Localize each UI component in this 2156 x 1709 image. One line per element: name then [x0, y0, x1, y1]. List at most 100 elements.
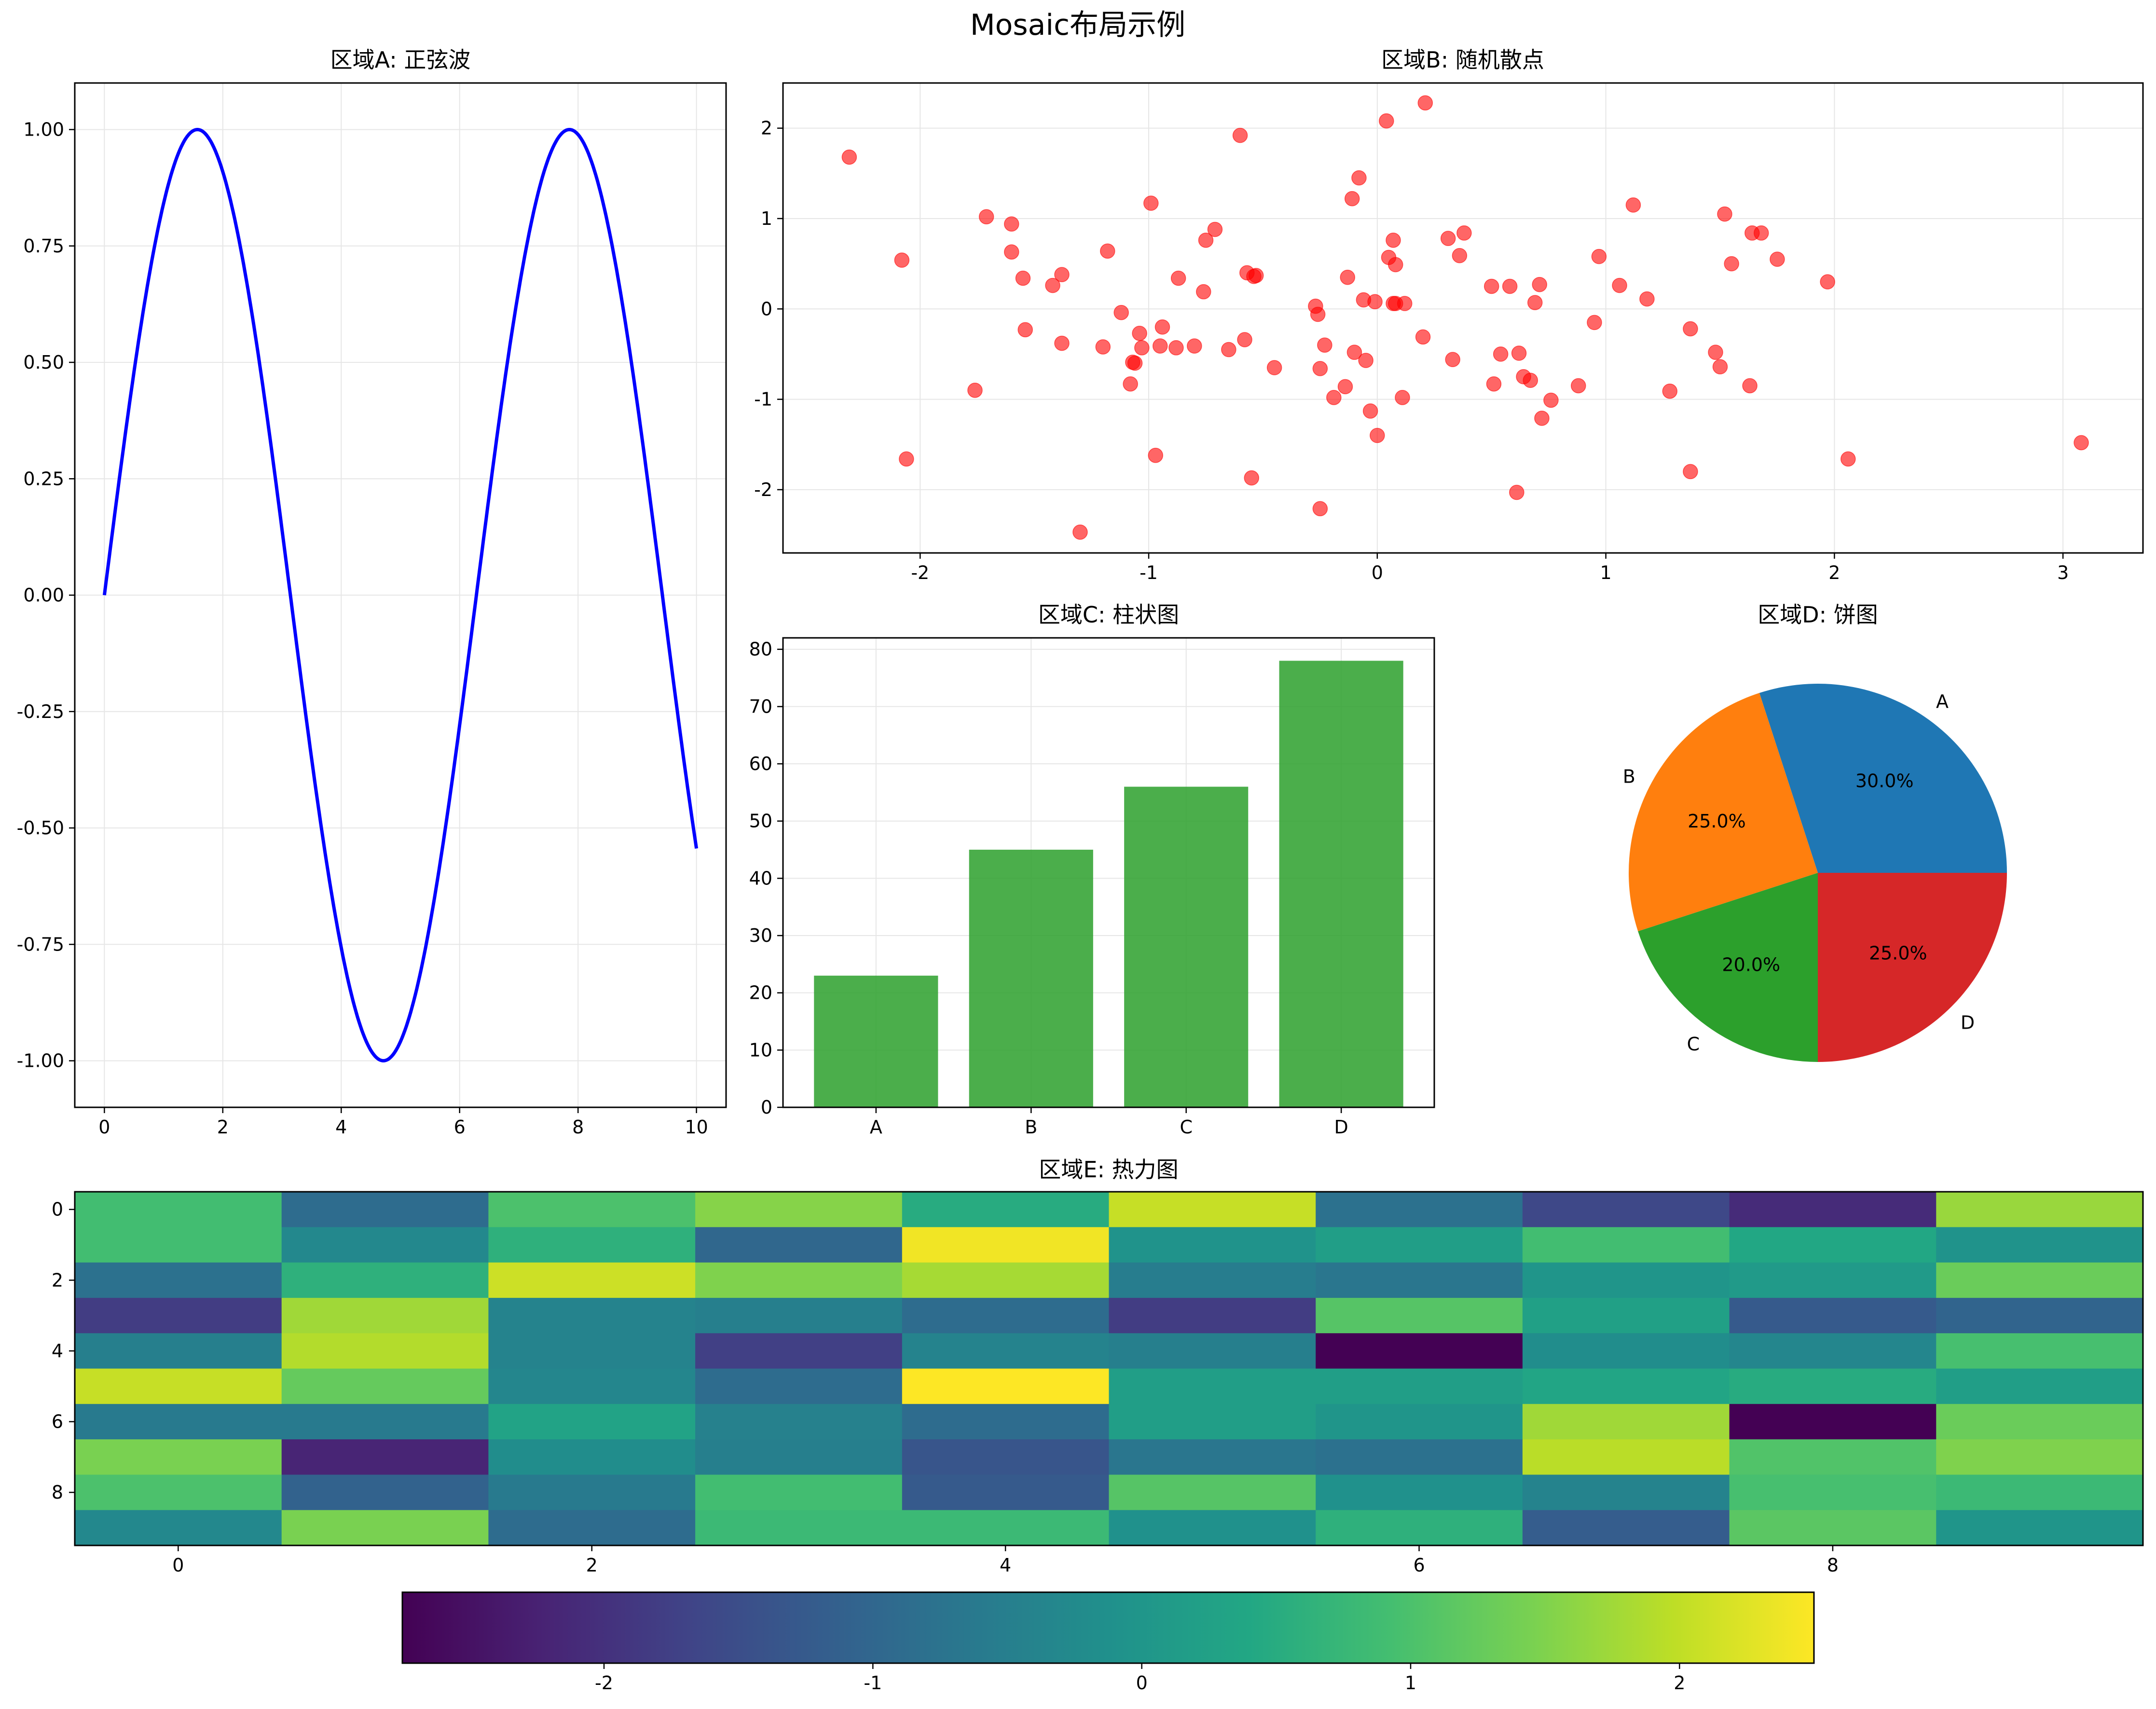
scatter-point [1054, 335, 1070, 351]
scatter-point [1639, 291, 1655, 307]
heatmap-cell [902, 1510, 1109, 1546]
scatter-point [1683, 321, 1698, 337]
heatmap-cell [1522, 1439, 1730, 1475]
heatmap-cell [1316, 1510, 1523, 1546]
panel-e-xtick-label: 6 [1413, 1555, 1425, 1576]
heatmap-cell [902, 1227, 1109, 1263]
panel-a-xtick-label: 2 [217, 1116, 229, 1138]
heatmap-cell [75, 1262, 282, 1298]
panel-b-xtick-label: 0 [1372, 562, 1383, 583]
scatter-point [1770, 251, 1785, 267]
heatmap-cell [1936, 1227, 2143, 1263]
heatmap-cell [281, 1439, 489, 1475]
panel-a-ytick-label: 0.00 [23, 585, 64, 606]
scatter-point [967, 383, 983, 398]
panel-e-heatmap: 区域E: 热力图 0 2 4 6 8 0 2 4 6 8 [52, 1157, 2144, 1576]
scatter-point [1370, 427, 1385, 443]
scatter-point [1820, 274, 1835, 289]
panel-c-axes-frame [782, 637, 1435, 1108]
scatter-point [1591, 248, 1607, 264]
colorbar-tick-label: 0 [1136, 1672, 1148, 1694]
scatter-point [1397, 296, 1413, 311]
heatmap-cell [281, 1297, 489, 1334]
heatmap-cell [1729, 1297, 1936, 1334]
panel-e-ytick-label: 6 [52, 1411, 63, 1432]
figure-title: Mosaic布局示例 [970, 8, 1185, 42]
heatmap-cell [1109, 1439, 1316, 1475]
scatter-point [1244, 470, 1260, 486]
scatter-point [1143, 195, 1159, 211]
heatmap-cell [1729, 1192, 1936, 1227]
scatter-point [1072, 524, 1088, 540]
scatter-point [1017, 322, 1033, 338]
scatter-point [841, 149, 857, 165]
heatmap-cell [695, 1262, 903, 1298]
panel-b-ytick-label: 0 [761, 298, 772, 319]
panel-c-xtick-label: D [1334, 1116, 1348, 1138]
heatmap-cell [1522, 1333, 1730, 1369]
pie-pct-C: 20.0% [1722, 954, 1780, 975]
scatter-point [1724, 256, 1739, 272]
scatter-point [1170, 270, 1186, 286]
heatmap-cell [1316, 1192, 1523, 1227]
heatmap-cell [1729, 1368, 1936, 1405]
colorbar-tick-label: 2 [1674, 1672, 1685, 1694]
colorbar-tick-label: -1 [864, 1672, 882, 1694]
bar-D [1279, 661, 1403, 1107]
heatmap-cell [1109, 1510, 1316, 1546]
heatmap-cell [75, 1404, 282, 1440]
scatter-point [1198, 233, 1214, 248]
scatter-point [1417, 95, 1433, 110]
heatmap-cell [488, 1368, 696, 1405]
heatmap-cell [1522, 1192, 1730, 1227]
scatter-point [1483, 278, 1499, 294]
scatter-point [1248, 268, 1264, 283]
scatter-point [1386, 233, 1401, 248]
heatmap-cell [488, 1333, 696, 1369]
heatmap-cell [902, 1297, 1109, 1334]
scatter-point [1123, 376, 1138, 392]
scatter-point [1840, 451, 1856, 467]
scatter-point [1523, 372, 1538, 388]
heatmap-cell [488, 1404, 696, 1440]
pie-label-D: D [1961, 1012, 1975, 1033]
pie-label-B: B [1623, 766, 1635, 787]
scatter-point [1326, 390, 1342, 405]
scatter-point [1571, 378, 1586, 394]
panel-a-ytick-label: 0.25 [23, 468, 64, 489]
panel-c-ytick-label: 20 [749, 982, 772, 1004]
scatter-point [1493, 346, 1509, 362]
heatmap-cell [281, 1368, 489, 1405]
panel-a-xtick-label: 10 [685, 1116, 708, 1138]
heatmap-cell [281, 1510, 489, 1546]
panel-a-xtick-label: 0 [98, 1116, 110, 1138]
heatmap-cell [695, 1192, 903, 1227]
panel-e-ytick-label: 4 [52, 1340, 63, 1362]
heatmap-cell [695, 1368, 903, 1405]
panel-c-ytick-label: 40 [749, 868, 772, 889]
scatter-point [1625, 197, 1641, 213]
panel-a-ytick-label: 0.75 [23, 235, 64, 257]
pie-slice-D [1818, 873, 2007, 1062]
panel-b-ytick-label: -2 [754, 479, 772, 500]
panel-d-title: 区域D: 饼图 [1758, 602, 1878, 628]
scatter-point [1362, 403, 1378, 419]
scatter-point [1509, 484, 1524, 500]
scatter-point [1486, 376, 1502, 392]
panel-c-ytick-label: 50 [749, 811, 772, 832]
scatter-point [1445, 352, 1460, 367]
scatter-point [1237, 332, 1252, 347]
scatter-point [1717, 206, 1732, 222]
scatter-point [1312, 501, 1328, 516]
scatter-point [899, 451, 914, 467]
heatmap-cell [281, 1192, 489, 1227]
heatmap-cell [1316, 1333, 1523, 1369]
heatmap-cell [1109, 1475, 1316, 1511]
panel-a-ytick-label: -0.50 [17, 817, 64, 839]
panel-b-xtick-label: 2 [1828, 562, 1840, 583]
scatter-point [1683, 464, 1698, 480]
heatmap-cell [902, 1333, 1109, 1369]
scatter-point [1113, 305, 1129, 320]
scatter-point [1207, 221, 1223, 237]
panel-b-scatter: 区域B: 随机散点 -2 -1 0 1 2 3 -2 -1 0 1 2 [754, 47, 2144, 583]
